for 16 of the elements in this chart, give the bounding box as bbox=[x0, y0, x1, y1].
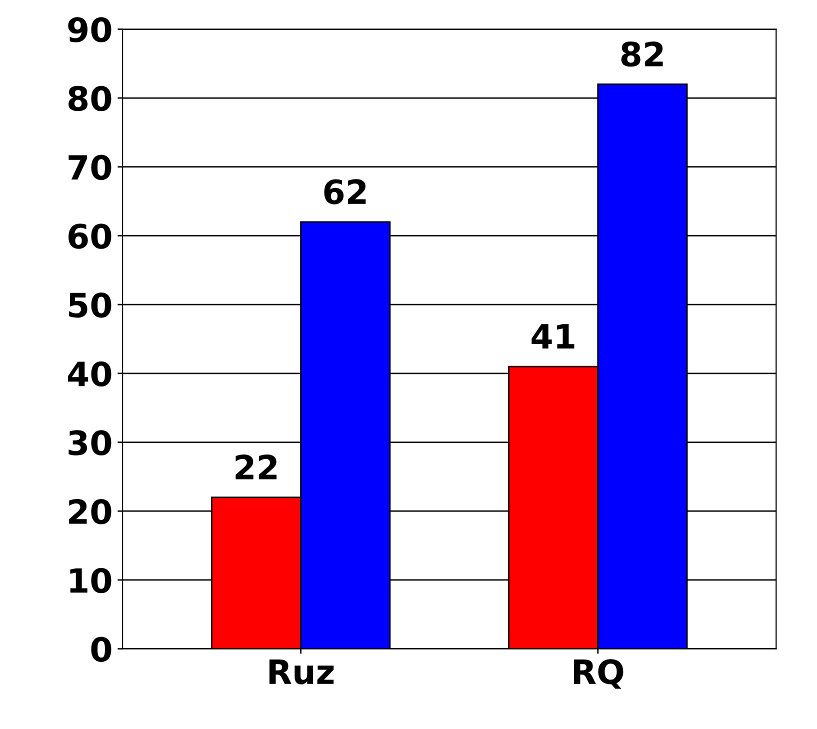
y-tick-label: 50 bbox=[69, 292, 112, 318]
y-tick-label: 90 bbox=[68, 17, 112, 42]
y-tick-label: 80 bbox=[68, 86, 112, 112]
data-label: 82 bbox=[621, 41, 663, 67]
y-tick-label: 60 bbox=[68, 224, 112, 249]
data-label: 62 bbox=[324, 179, 366, 204]
data-label: 22 bbox=[236, 454, 277, 480]
y-tick-label: 40 bbox=[68, 361, 112, 387]
y-tick-label: 30 bbox=[68, 430, 112, 456]
y-tick-label: 70 bbox=[68, 154, 112, 180]
x-tick-label: Ruz bbox=[269, 660, 334, 684]
data-label: 41 bbox=[532, 324, 574, 348]
y-tick-label: 10 bbox=[70, 568, 112, 594]
y-tick-label: 20 bbox=[69, 499, 112, 524]
x-tick-label: RQ bbox=[574, 659, 624, 689]
y-tick-label: 0 bbox=[91, 636, 112, 662]
